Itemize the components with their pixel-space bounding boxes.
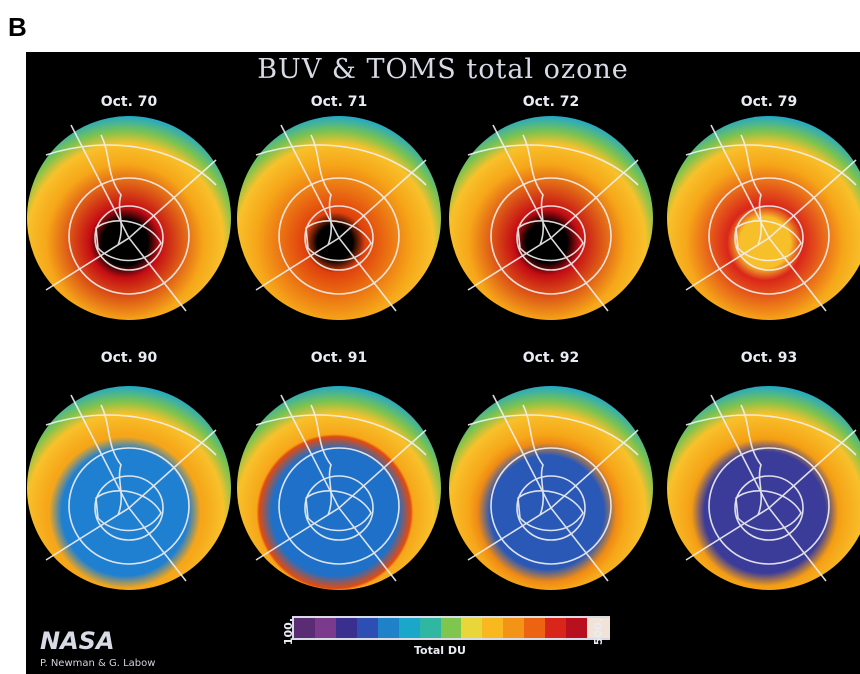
colorbar-max-label: 500. [592, 618, 605, 646]
colorbar-swatch [587, 618, 610, 638]
nasa-logo-text: NASA [40, 627, 115, 655]
ozone-globe [449, 116, 653, 320]
panel-letter: B [8, 12, 27, 42]
colorbar-swatch [419, 618, 443, 638]
colorbar-swatch [566, 618, 589, 638]
colorbar-min-label: 100. [282, 618, 295, 646]
globe-label: Oct. 90 [100, 350, 158, 366]
colorbar-swatch [335, 618, 359, 638]
globe-label: Oct. 79 [740, 94, 798, 110]
figure-title: BUV & TOMS total ozone [257, 54, 629, 85]
colorbar-swatch [440, 618, 464, 638]
nasa-logo: NASA [40, 627, 115, 655]
colorbar-swatch [482, 618, 505, 638]
colorbar-swatch [294, 618, 317, 638]
globe-label: Oct. 71 [310, 94, 368, 110]
colorbar-swatch [314, 618, 338, 638]
ozone-globe [237, 116, 441, 320]
ozone-globe [27, 116, 231, 320]
colorbar-swatch [524, 618, 547, 638]
globe-label: Oct. 93 [740, 350, 798, 366]
credit-line: P. Newman & G. Labow [40, 658, 156, 669]
ozone-globe [237, 386, 441, 590]
globe-label: Oct. 72 [522, 94, 580, 110]
colorbar-swatch [503, 618, 526, 638]
globe-label: Oct. 92 [522, 350, 580, 366]
colorbar-swatch [545, 618, 568, 638]
ozone-figure: BUV & TOMS total ozone Oct. 70 Oct. 71 [26, 52, 860, 674]
ozone-globe [449, 386, 653, 590]
ozone-globe [667, 386, 860, 590]
colorbar-swatch [356, 618, 380, 638]
colorbar-swatch [398, 618, 422, 638]
colorbar-title: Total DU [414, 644, 466, 657]
ozone-globe [27, 386, 231, 590]
ozone-globe [667, 116, 860, 320]
ozone-colorbar [292, 616, 610, 640]
colorbar-swatch [461, 618, 484, 638]
globe-label: Oct. 91 [310, 350, 368, 366]
globe-label: Oct. 70 [100, 94, 158, 110]
colorbar-swatch [377, 618, 401, 638]
